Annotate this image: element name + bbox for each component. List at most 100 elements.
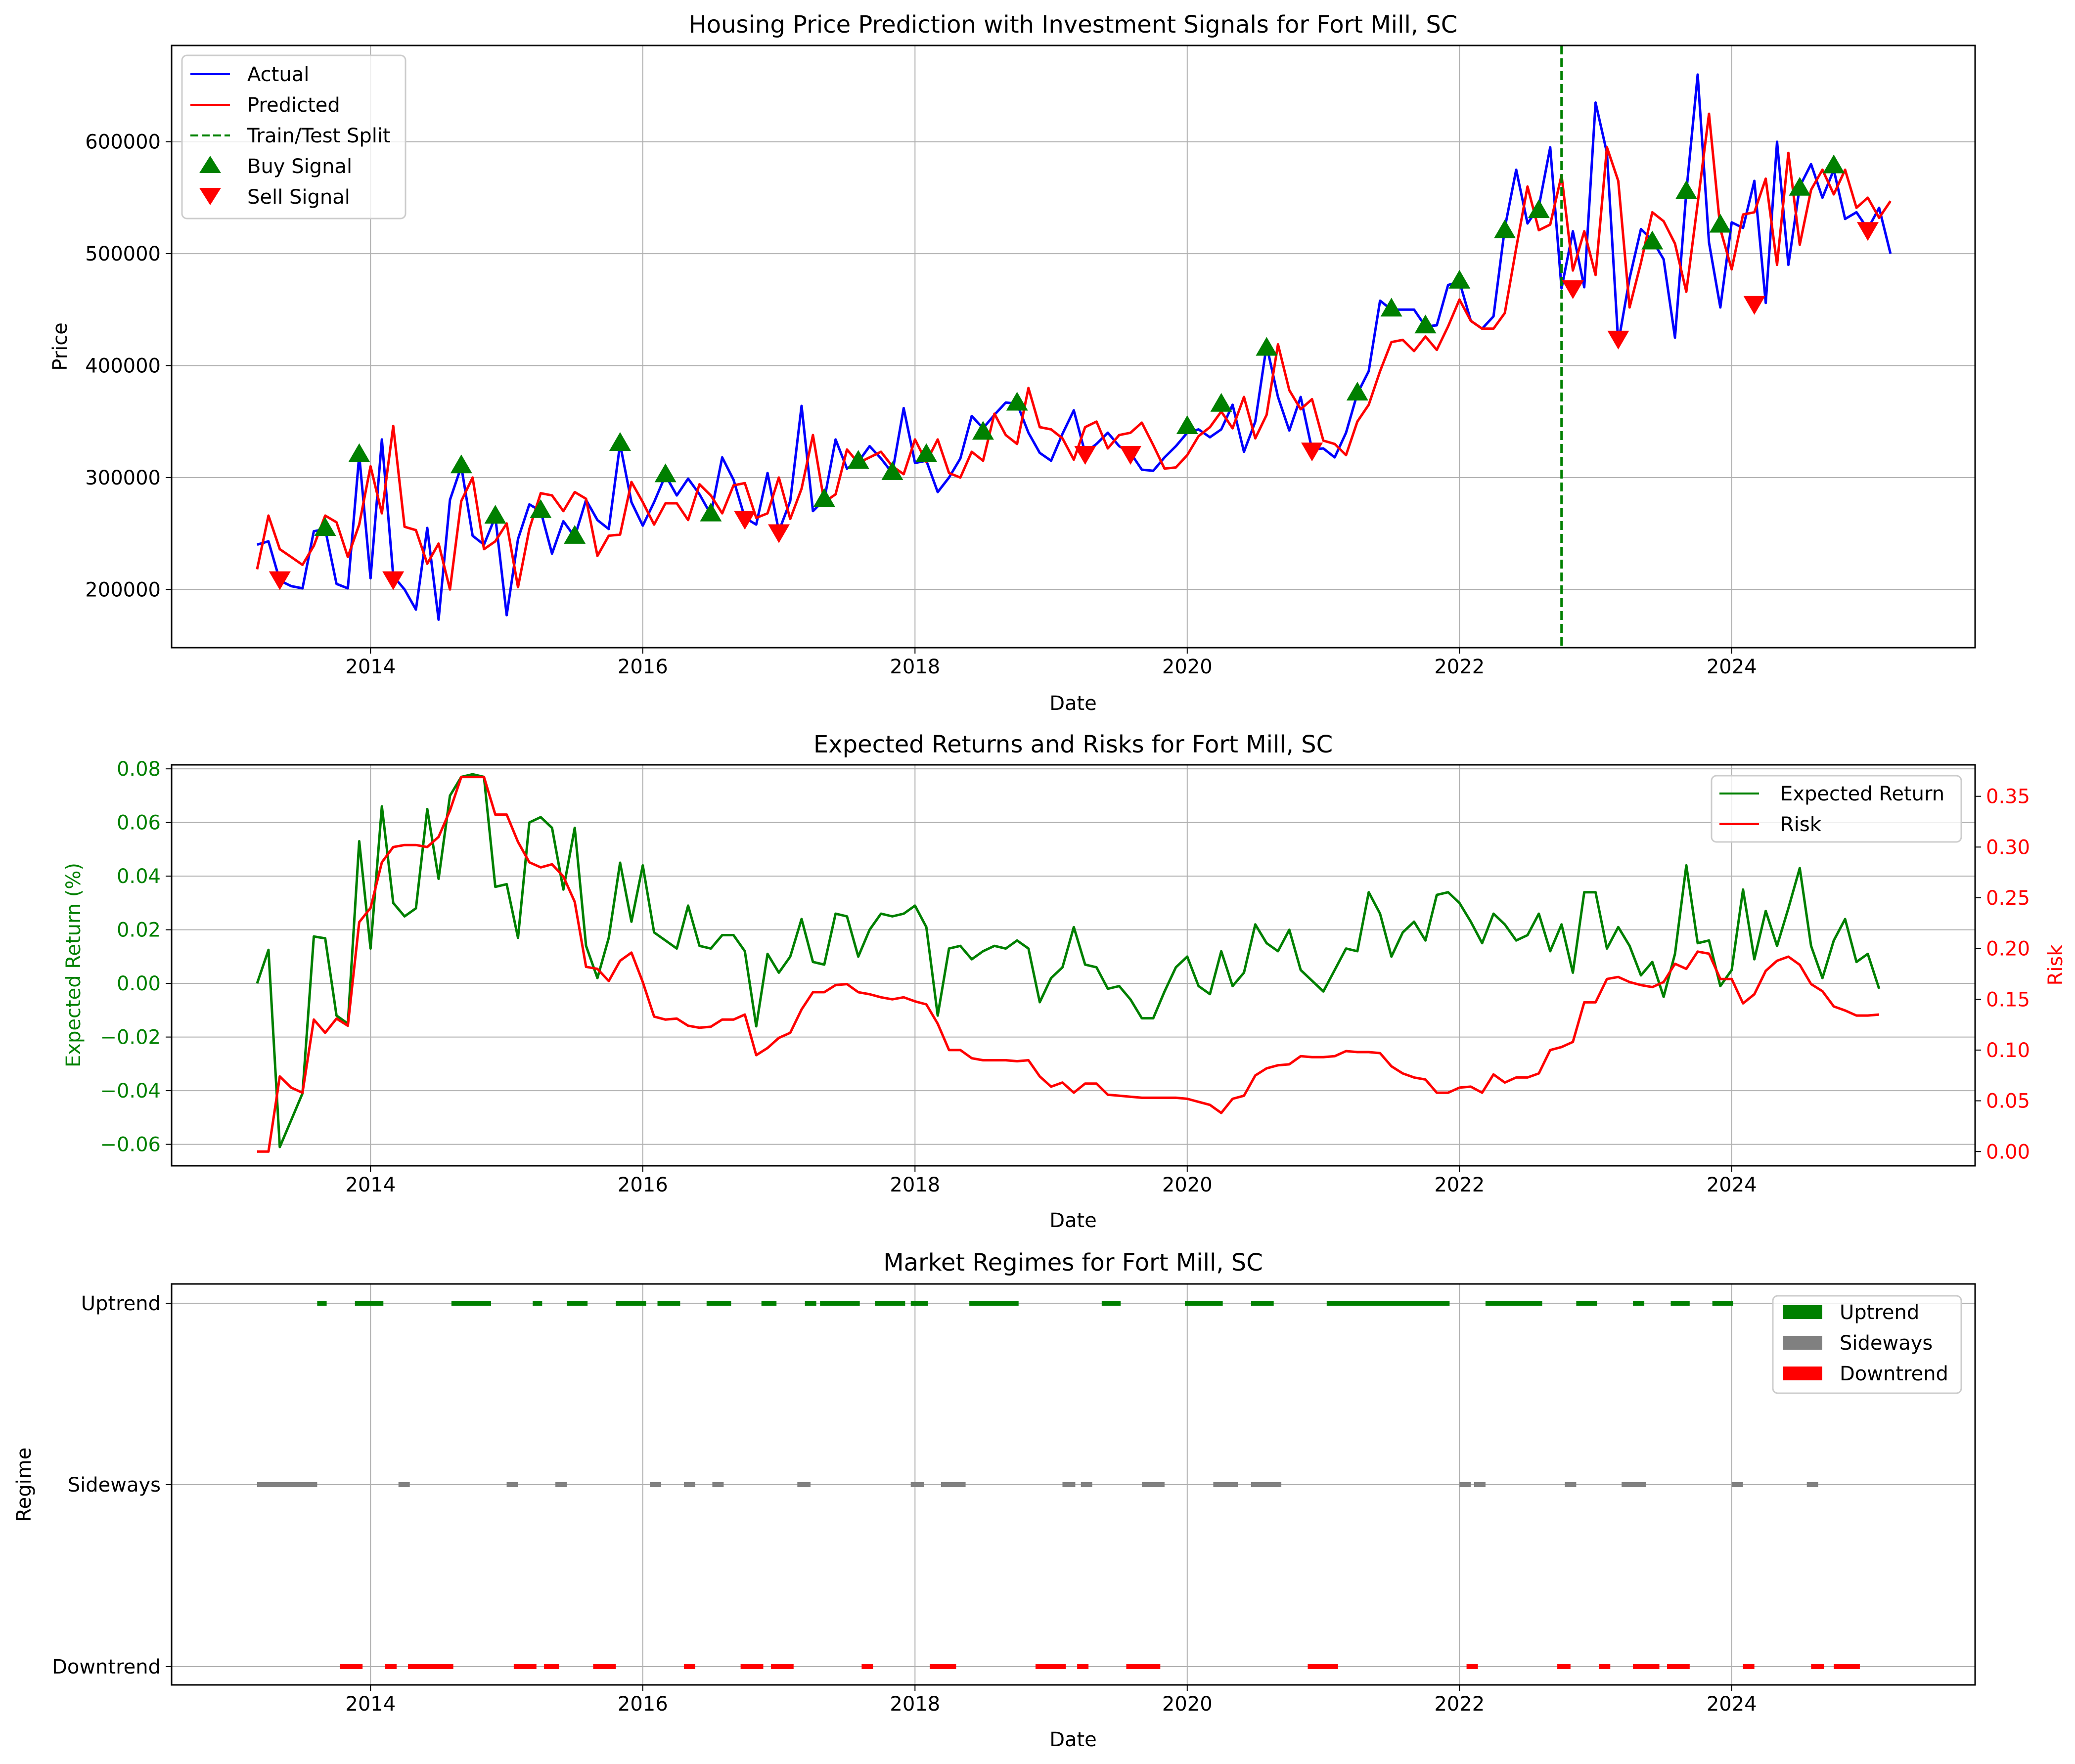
returns-legend: Expected Return Risk bbox=[1711, 775, 1962, 843]
regime-segment-downtrend bbox=[1743, 1664, 1755, 1669]
sell-signal-marker bbox=[1301, 442, 1323, 462]
risk-right-y-ticks: 0.00 0.05 0.10 0.15 0.20 0.25 0.30 0.35 bbox=[1975, 786, 2030, 1163]
regime-segment-sideways bbox=[1062, 1482, 1076, 1487]
2-x-tick-label: 2022 bbox=[1434, 1693, 1485, 1716]
regime-segment-uptrend bbox=[1712, 1301, 1733, 1306]
legend-sell-marker bbox=[199, 188, 221, 205]
price-y-tick-label: 600000 bbox=[85, 131, 161, 154]
regime-segment-uptrend bbox=[1251, 1301, 1274, 1306]
regime-segment-sideways bbox=[941, 1482, 966, 1487]
1-x-tick-label: 2020 bbox=[1162, 1174, 1213, 1196]
buy-signal-marker bbox=[1675, 180, 1698, 199]
sell-signal-marker bbox=[1857, 222, 1879, 241]
regime-segment-uptrend bbox=[805, 1301, 816, 1306]
risk-y-axis-label: Risk bbox=[2044, 944, 2067, 986]
price-x-axis-label: Date bbox=[1049, 692, 1097, 715]
regime-segment-uptrend bbox=[820, 1301, 860, 1306]
price-x-ticks: 2014 2016 2018 2020 2022 2024 bbox=[345, 648, 1757, 678]
returns-plot-area bbox=[256, 773, 1881, 1153]
legend-buy-label: Buy Signal bbox=[247, 155, 352, 178]
regime-segment-sideways bbox=[1806, 1482, 1818, 1487]
predicted-price-line bbox=[256, 112, 1892, 591]
regime-segment-downtrend bbox=[861, 1664, 873, 1669]
legend-sell-label: Sell Signal bbox=[247, 186, 350, 209]
returns-y-tick-label: 0.00 bbox=[117, 972, 161, 995]
0-x-tick-label: 2018 bbox=[890, 656, 940, 678]
buy-signal-marker bbox=[654, 463, 677, 483]
regime-segment-sideways bbox=[650, 1482, 662, 1487]
regime-y-tick-label: Uptrend bbox=[81, 1292, 161, 1315]
regime-segment-uptrend bbox=[1670, 1301, 1690, 1306]
buy-signal-marker bbox=[700, 502, 722, 522]
regime-segment-uptrend bbox=[1633, 1301, 1645, 1306]
legend-sideways-label: Sideways bbox=[1840, 1332, 1933, 1355]
risk-y-tick-label: 0.00 bbox=[1986, 1141, 2030, 1163]
regime-segment-sideways bbox=[1251, 1482, 1282, 1487]
buy-signal-marker bbox=[1641, 230, 1664, 250]
regime-chart-panel: 2014 2016 2018 2020 2022 2024 Downtrend Sidewa… bbox=[13, 1249, 1976, 1751]
2-x-tick-label: 2020 bbox=[1162, 1693, 1213, 1716]
price-y-tick-label: 500000 bbox=[85, 243, 161, 265]
legend-buy-marker bbox=[199, 156, 221, 173]
regime-segment-uptrend bbox=[533, 1301, 542, 1306]
legend-downtrend-swatch bbox=[1783, 1367, 1822, 1380]
buy-signal-marker bbox=[1494, 219, 1516, 238]
returns-axes-frame bbox=[171, 764, 1976, 1167]
0-x-tick-label: 2020 bbox=[1162, 656, 1213, 678]
buy-signal-marker bbox=[915, 443, 938, 462]
2-x-tick-label: 2024 bbox=[1707, 1693, 1757, 1716]
returns-y-tick-label: −0.02 bbox=[100, 1026, 161, 1049]
0-x-tick-label: 2016 bbox=[618, 656, 668, 678]
regime-segment-sideways bbox=[1622, 1482, 1646, 1487]
regime-segment-downtrend bbox=[1834, 1664, 1860, 1669]
regime-segment-downtrend bbox=[1466, 1664, 1478, 1669]
price-chart-title: Housing Price Prediction with Investment… bbox=[689, 11, 1458, 39]
risk-y-tick-label: 0.25 bbox=[1986, 887, 2030, 910]
legend-uptrend-label: Uptrend bbox=[1840, 1301, 1919, 1324]
regime-segment-downtrend bbox=[1633, 1664, 1660, 1669]
returns-y-tick-label: 0.02 bbox=[117, 919, 161, 942]
price-y-ticks: 200000 300000 400000 500000 600000 bbox=[85, 131, 172, 601]
regime-segment-sideways bbox=[1081, 1482, 1092, 1487]
regime-segment-downtrend bbox=[1308, 1664, 1338, 1669]
returns-chart-title: Expected Returns and Risks for Fort Mill… bbox=[813, 731, 1333, 758]
regime-segment-sideways bbox=[910, 1482, 924, 1487]
regime-segment-uptrend bbox=[1485, 1301, 1542, 1306]
regime-segment-downtrend bbox=[513, 1664, 537, 1669]
legend-uptrend-swatch bbox=[1783, 1305, 1822, 1319]
regime-segment-downtrend bbox=[770, 1664, 794, 1669]
buy-signal-marker bbox=[1528, 199, 1550, 219]
price-chart-panel: 2014 2016 2018 2020 2022 2024 200000 300000 400… bbox=[49, 11, 1976, 715]
regime-segment-uptrend bbox=[657, 1301, 680, 1306]
buy-signal-marker bbox=[1823, 154, 1845, 174]
regime-chart-title: Market Regimes for Fort Mill, SC bbox=[883, 1249, 1263, 1277]
legend-expected-return-label: Expected Return bbox=[1780, 783, 1944, 805]
0-x-tick-label: 2014 bbox=[345, 656, 396, 678]
legend-sideways-swatch bbox=[1783, 1336, 1822, 1350]
price-y-tick-label: 400000 bbox=[85, 354, 161, 377]
regime-segment-sideways bbox=[797, 1482, 811, 1487]
buy-signal-marker bbox=[881, 461, 903, 480]
1-x-tick-label: 2022 bbox=[1434, 1174, 1485, 1196]
regime-plot-area bbox=[257, 1301, 1860, 1669]
legend-downtrend-label: Downtrend bbox=[1840, 1363, 1948, 1385]
price-y-tick-label: 200000 bbox=[85, 578, 161, 601]
regime-segment-downtrend bbox=[1077, 1664, 1089, 1669]
price-legend-box bbox=[181, 54, 406, 220]
sell-signal-marker bbox=[1074, 446, 1096, 465]
regime-segment-sideways bbox=[506, 1482, 518, 1487]
legend-predicted-label: Predicted bbox=[247, 94, 340, 117]
regime-segment-uptrend bbox=[317, 1301, 327, 1306]
expected-return-line bbox=[256, 773, 1881, 1148]
returns-x-ticks: 2014 2016 2018 2020 2022 2024 bbox=[345, 1166, 1757, 1196]
regime-segment-downtrend bbox=[1126, 1664, 1161, 1669]
returns-left-y-ticks: −0.06 −0.04 −0.02 0.00 0.02 0.04 0.06 0.08 bbox=[100, 758, 172, 1156]
2-x-tick-label: 2016 bbox=[618, 1693, 668, 1716]
returns-y-axis-label: Expected Return (%) bbox=[62, 863, 85, 1067]
risk-y-tick-label: 0.35 bbox=[1986, 786, 2030, 808]
regime-x-axis-label: Date bbox=[1049, 1728, 1097, 1751]
regime-segment-downtrend bbox=[1667, 1664, 1690, 1669]
0-x-tick-label: 2024 bbox=[1707, 656, 1757, 678]
